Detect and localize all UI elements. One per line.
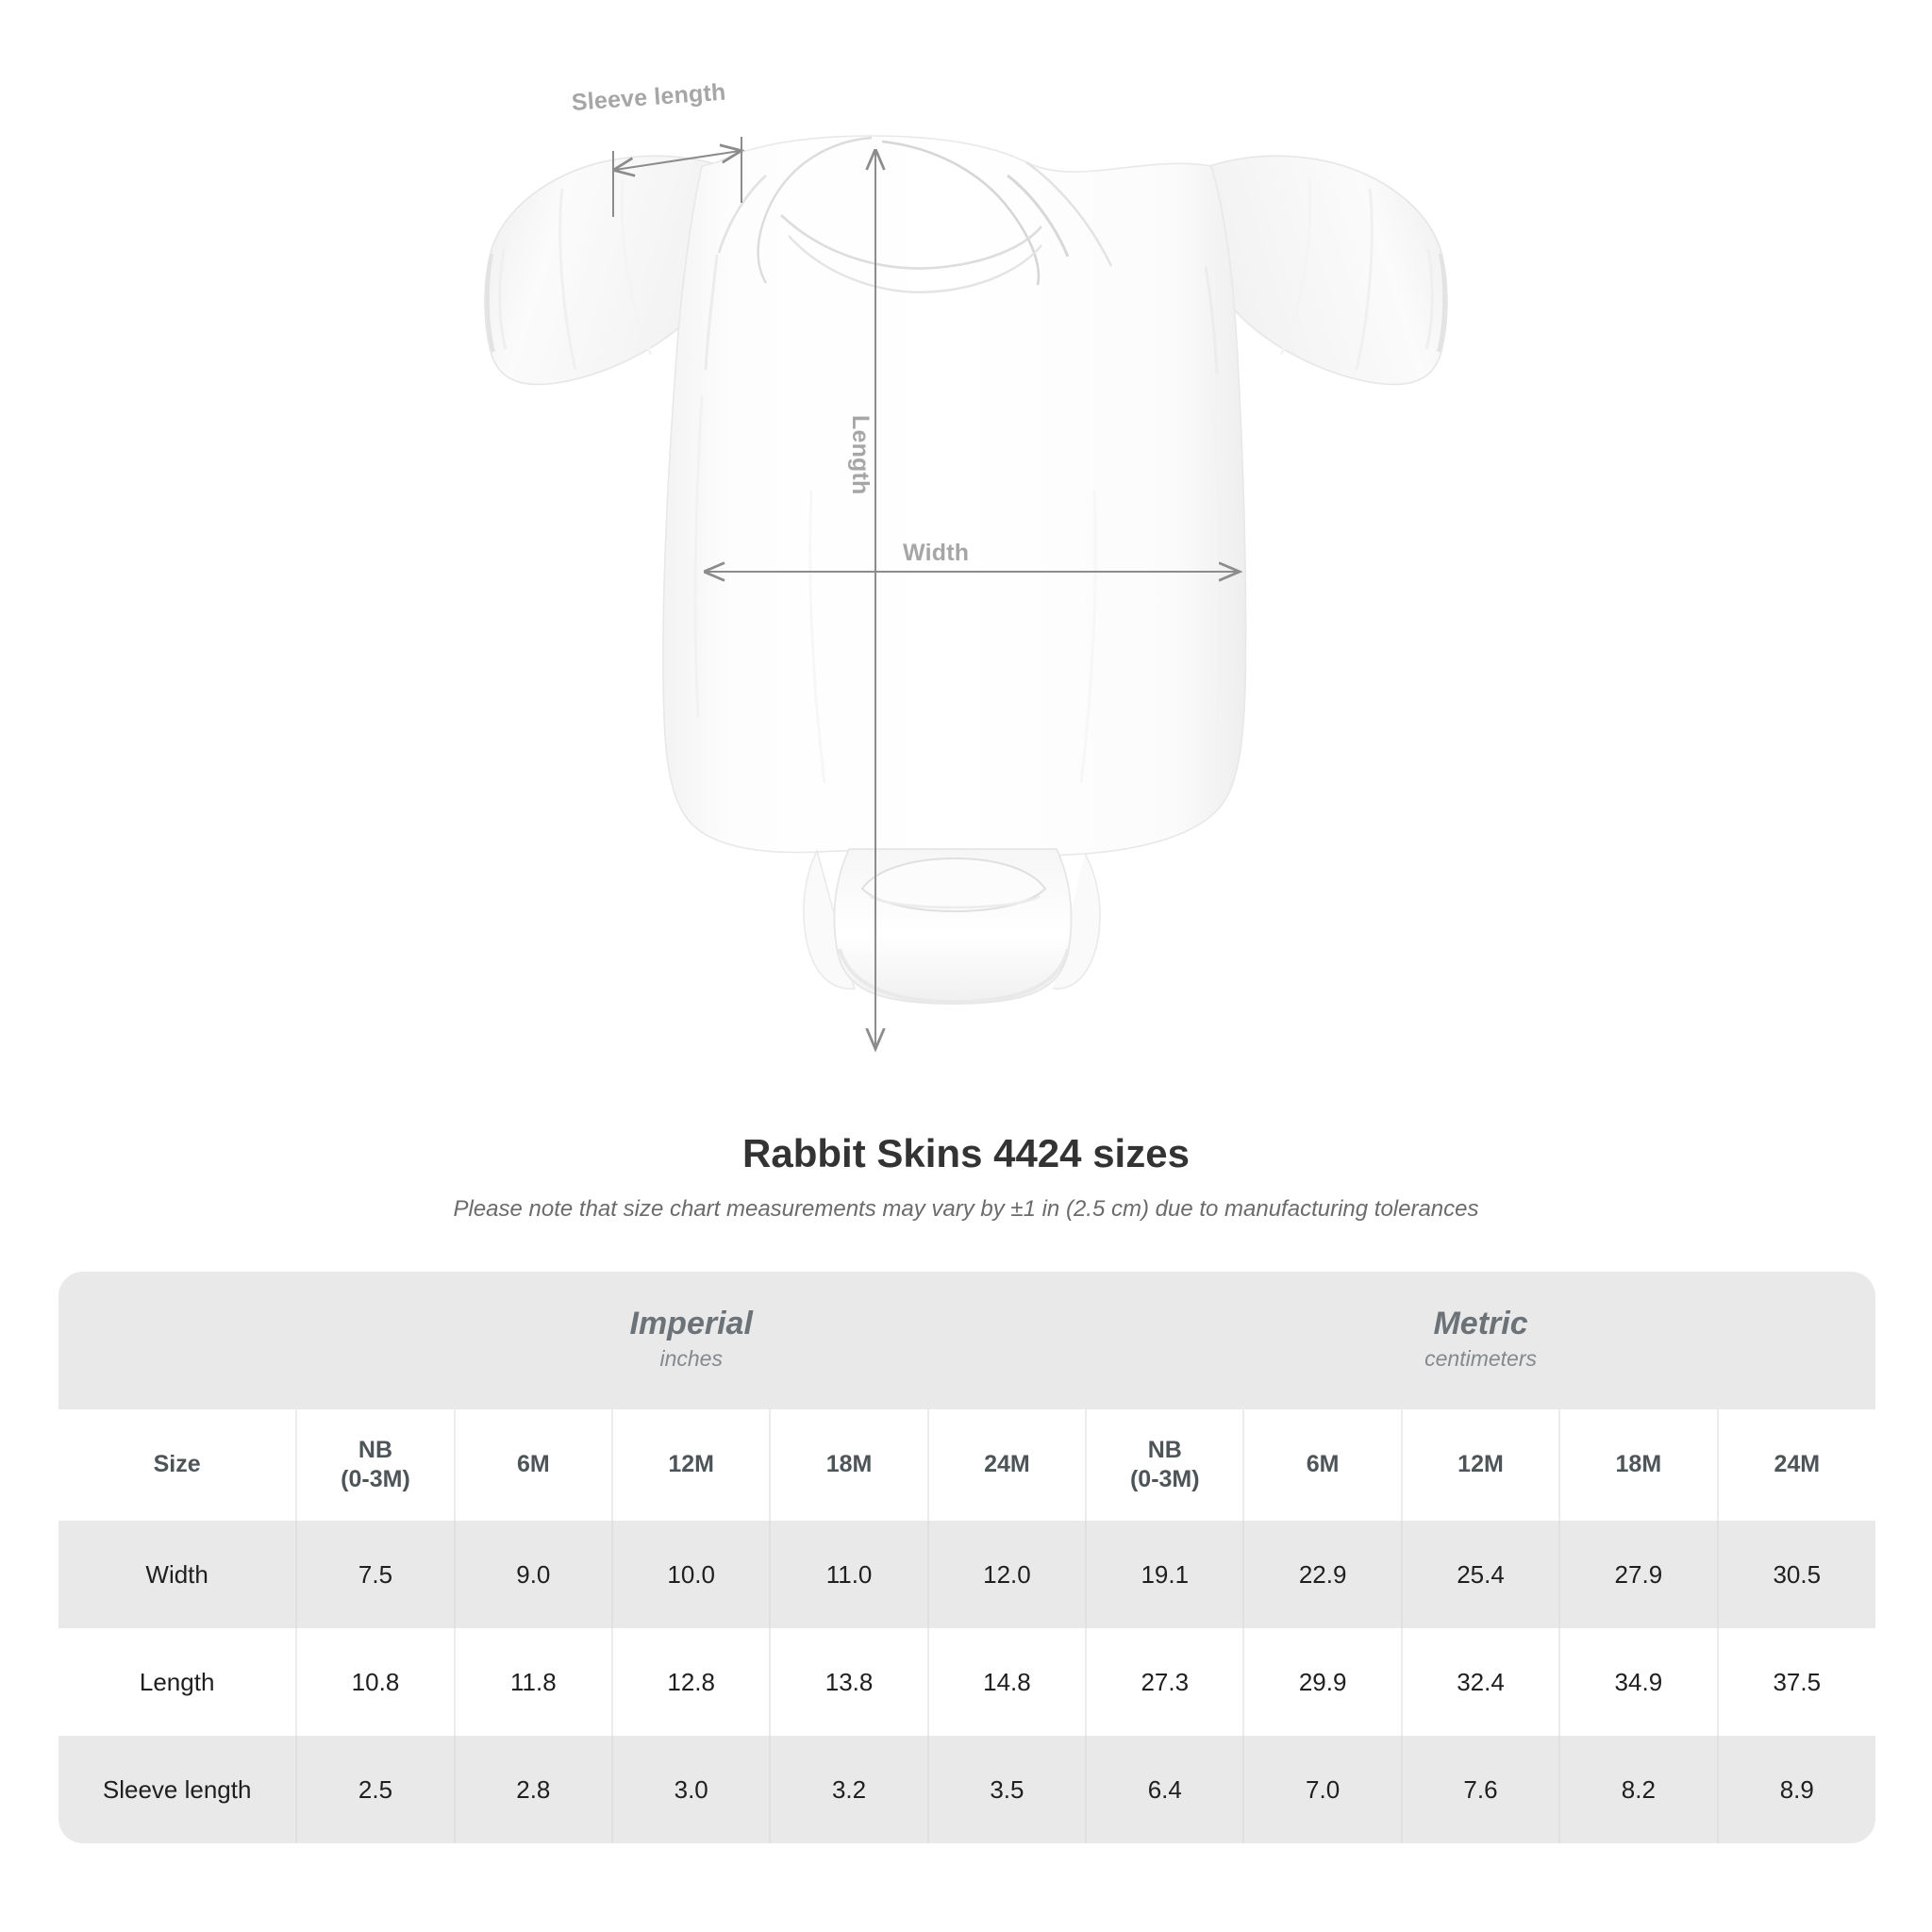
tolerance-note: Please note that size chart measurements… bbox=[453, 1196, 1479, 1223]
cell-sleeve-metric-nb: 6.4 bbox=[1086, 1736, 1245, 1843]
measurement-lines bbox=[613, 137, 1238, 1047]
title-block: Rabbit Skins 4424 sizes Please note that… bbox=[0, 1131, 1932, 1223]
sleeve-length-arrow bbox=[615, 151, 740, 170]
col-header-imperial-12m: 12M bbox=[612, 1409, 772, 1521]
cell-length-metric-12m: 32.4 bbox=[1401, 1628, 1561, 1736]
length-label: Length bbox=[847, 415, 874, 495]
unit-system-row: Imperial inches Metric centimeters bbox=[58, 1272, 1875, 1409]
cell-width-metric-24m: 30.5 bbox=[1717, 1521, 1875, 1628]
unit-sub-imperial: inches bbox=[659, 1346, 723, 1372]
size-chart-table: Imperial inches Metric centimeters Size … bbox=[58, 1272, 1875, 1843]
table-row: Width 7.5 9.0 10.0 11.0 12.0 19.1 22.9 2… bbox=[58, 1521, 1875, 1628]
col-header-imperial-24m: 24M bbox=[927, 1409, 1088, 1521]
size-header-row: Size NB (0-3M) 6M 12M 18M 24M NB (0-3M) 6M… bbox=[58, 1409, 1875, 1521]
snap-crotch bbox=[803, 848, 1101, 1005]
unit-name-imperial: Imperial bbox=[629, 1306, 753, 1342]
unit-cell-imperial: Imperial inches bbox=[296, 1272, 1087, 1409]
page-title: Rabbit Skins 4424 sizes bbox=[742, 1131, 1190, 1175]
table-row: Sleeve length 2.5 2.8 3.0 3.2 3.5 6.4 7.… bbox=[58, 1736, 1875, 1843]
cell-length-imperial-12m: 12.8 bbox=[612, 1628, 772, 1736]
cell-sleeve-metric-18m: 8.2 bbox=[1559, 1736, 1719, 1843]
cell-length-metric-18m: 34.9 bbox=[1559, 1628, 1719, 1736]
cell-length-imperial-24m: 14.8 bbox=[927, 1628, 1088, 1736]
cell-width-imperial-24m: 12.0 bbox=[927, 1521, 1088, 1628]
col-header-imperial-18m: 18M bbox=[770, 1409, 929, 1521]
cell-width-imperial-18m: 11.0 bbox=[770, 1521, 929, 1628]
col-header-metric-6m: 6M bbox=[1243, 1409, 1403, 1521]
cell-width-metric-18m: 27.9 bbox=[1559, 1521, 1719, 1628]
cell-length-imperial-18m: 13.8 bbox=[770, 1628, 929, 1736]
cell-length-metric-24m: 37.5 bbox=[1717, 1628, 1875, 1736]
col-header-metric-18m: 18M bbox=[1559, 1409, 1719, 1521]
left-sleeve bbox=[484, 155, 725, 386]
cell-length-imperial-6m: 11.8 bbox=[454, 1628, 614, 1736]
cell-sleeve-imperial-12m: 3.0 bbox=[612, 1736, 772, 1843]
bodysuit-svg bbox=[484, 135, 1448, 1113]
cell-sleeve-metric-24m: 8.9 bbox=[1717, 1736, 1875, 1843]
col-header-metric-24m: 24M bbox=[1717, 1409, 1875, 1521]
unit-cell-metric: Metric centimeters bbox=[1086, 1272, 1875, 1409]
col-header-metric-nb: NB (0-3M) bbox=[1086, 1409, 1245, 1521]
header-size-label: Size bbox=[58, 1409, 298, 1521]
unit-sub-metric: centimeters bbox=[1424, 1346, 1537, 1372]
right-sleeve bbox=[1207, 155, 1448, 386]
width-label: Width bbox=[903, 540, 970, 566]
cell-sleeve-imperial-18m: 3.2 bbox=[770, 1736, 929, 1843]
measurements-table: Imperial inches Metric centimeters Size … bbox=[58, 1272, 1875, 1843]
cell-length-metric-nb: 27.3 bbox=[1086, 1628, 1245, 1736]
cell-sleeve-imperial-24m: 3.5 bbox=[927, 1736, 1088, 1843]
col-header-imperial-nb: NB (0-3M) bbox=[296, 1409, 456, 1521]
row-label-sleeve-length: Sleeve length bbox=[58, 1736, 298, 1843]
cell-sleeve-imperial-6m: 2.8 bbox=[454, 1736, 614, 1843]
unit-band-spacer bbox=[58, 1272, 297, 1409]
row-label-length: Length bbox=[58, 1628, 298, 1736]
cell-length-imperial-nb: 10.8 bbox=[296, 1628, 456, 1736]
row-label-width: Width bbox=[58, 1521, 298, 1628]
cell-width-imperial-nb: 7.5 bbox=[296, 1521, 456, 1628]
table-row: Length 10.8 11.8 12.8 13.8 14.8 27.3 29.… bbox=[58, 1628, 1875, 1736]
cell-sleeve-imperial-nb: 2.5 bbox=[296, 1736, 456, 1843]
bodysuit-body bbox=[662, 135, 1247, 858]
col-header-metric-12m: 12M bbox=[1401, 1409, 1561, 1521]
cell-width-imperial-12m: 10.0 bbox=[612, 1521, 772, 1628]
col-header-imperial-6m: 6M bbox=[454, 1409, 614, 1521]
cell-width-metric-6m: 22.9 bbox=[1243, 1521, 1403, 1628]
unit-name-metric: Metric bbox=[1433, 1306, 1528, 1342]
cell-width-metric-nb: 19.1 bbox=[1086, 1521, 1245, 1628]
cell-width-metric-12m: 25.4 bbox=[1401, 1521, 1561, 1628]
cell-width-imperial-6m: 9.0 bbox=[454, 1521, 614, 1628]
cell-sleeve-metric-6m: 7.0 bbox=[1243, 1736, 1403, 1843]
cell-sleeve-metric-12m: 7.6 bbox=[1401, 1736, 1561, 1843]
garment-illustration: Sleeve length Length Width bbox=[484, 79, 1448, 1113]
cell-length-metric-6m: 29.9 bbox=[1243, 1628, 1403, 1736]
